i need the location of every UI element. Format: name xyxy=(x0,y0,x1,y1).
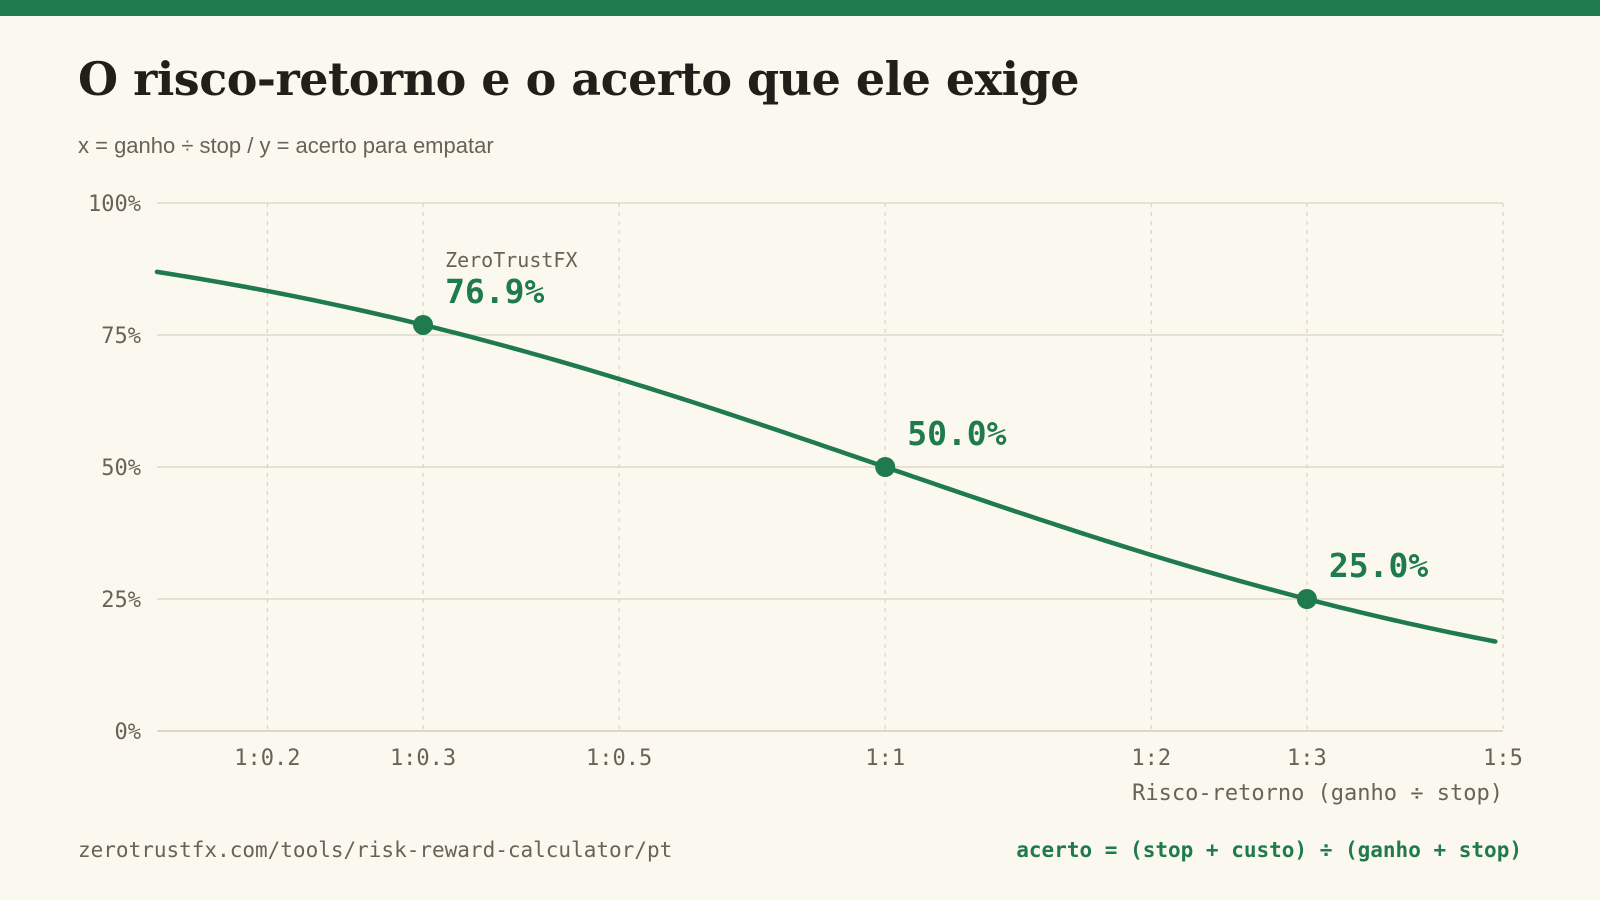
x-axis-label: Risco-retorno (ganho ÷ stop) xyxy=(1132,781,1503,806)
highlight-point xyxy=(413,314,434,335)
x-tick-label: 1:0.3 xyxy=(390,746,456,771)
footer-url: zerotrustfx.com/tools/risk-reward-calcul… xyxy=(78,838,673,862)
highlight-point xyxy=(1296,589,1317,609)
highlight-value-label: 50.0% xyxy=(907,414,1006,453)
x-tick-label: 1:0.2 xyxy=(234,746,300,771)
highlight-value-label: 25.0% xyxy=(1329,546,1428,585)
series-line xyxy=(154,269,1498,644)
highlight-point xyxy=(875,457,896,477)
x-tick-label: 1:1 xyxy=(865,746,905,771)
page-subtitle: x = ganho ÷ stop / y = acerto para empat… xyxy=(78,133,494,158)
y-tick-label: 100% xyxy=(88,192,141,217)
y-tick-label: 25% xyxy=(101,588,141,613)
page-title: O risco-retorno e o acerto que ele exige xyxy=(78,52,1080,106)
x-tick-label: 1:3 xyxy=(1287,746,1327,771)
footer-formula: acerto = (stop + custo) ÷ (ganho + stop) xyxy=(1016,838,1522,862)
top-accent-bar xyxy=(0,0,1600,16)
highlight-value-label: 76.9% xyxy=(445,272,544,311)
y-tick-label: 75% xyxy=(101,324,141,349)
highlight-caption: ZeroTrustFX xyxy=(445,248,577,272)
x-tick-label: 1:0.5 xyxy=(586,746,652,771)
x-tick-label: 1:2 xyxy=(1131,746,1171,771)
y-tick-label: 0% xyxy=(115,720,142,745)
y-tick-label: 50% xyxy=(101,456,141,481)
x-tick-label: 1:5 xyxy=(1483,746,1523,771)
